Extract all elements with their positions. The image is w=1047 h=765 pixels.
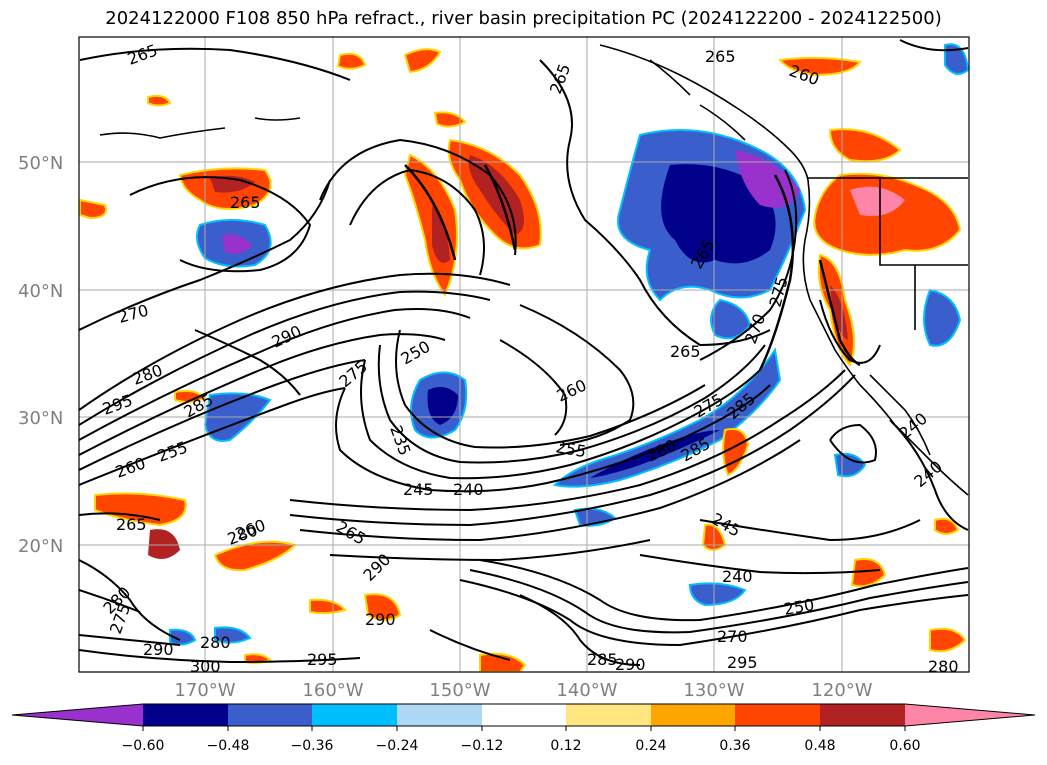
map-title: 2024122000 F108 850 hPa refract., river … [105,8,942,29]
colorbar-swatch [735,704,820,726]
colorbar-tick-label: −0.12 [461,738,504,754]
contour-label: 280 [200,633,231,652]
colorbar-swatch [651,704,735,726]
colorbar-swatch [905,704,1035,726]
colorbar-swatch [12,704,143,726]
map-frame [78,36,970,673]
colorbar-tick-label: −0.48 [207,738,250,754]
contour-label: 270 [717,627,748,646]
contour-label: 240 [722,567,753,586]
lat-label-20n: 20°N [18,536,63,557]
contour-label: 245 [403,480,434,499]
colorbar-swatch [143,704,228,726]
colorbar-tick-label: −0.60 [122,738,165,754]
contour-label: 295 [727,653,758,672]
lat-label-30n: 30°N [18,408,63,429]
colorbar-tick-label: 0.36 [719,738,750,754]
lon-label-170w: 170°W [174,680,235,701]
lon-label-130w: 130°W [683,680,744,701]
colorbar-tick-label: 0.60 [889,738,920,754]
contour-label: 295 [307,650,338,669]
colorbar-tick-label: 0.24 [635,738,666,754]
contour-label: 265 [705,47,736,66]
colorbar: −0.60 −0.48 −0.36 −0.24 −0.12 0.12 0.24 … [11,703,1036,754]
colorbar-tick-label: −0.36 [291,738,334,754]
contour-label: 285 [587,650,618,669]
colorbar-swatch [482,704,566,726]
lat-labels: 50°N 40°N 30°N 20°N [18,153,63,557]
positive-precip-shading [79,48,967,672]
colorbar-swatch [228,704,312,726]
lon-label-120w: 120°W [811,680,872,701]
lat-label-50n: 50°N [18,153,63,174]
colorbar-tick-label: 0.12 [550,738,581,754]
colorbar-tick-label: 0.48 [804,738,835,754]
colorbar-swatch [312,704,397,726]
refractivity-contours [79,39,969,666]
colorbar-swatch [397,704,482,726]
lon-label-160w: 160°W [302,680,363,701]
lat-label-40n: 40°N [18,281,63,302]
contour-label: 265 [670,342,701,361]
contour-label: 300 [190,657,221,676]
colorbar-ticks [142,726,906,731]
lon-label-140w: 140°W [556,680,617,701]
contour-label: 290 [615,655,646,674]
front-lines [404,164,861,371]
colorbar-tick-label: −0.24 [376,738,419,754]
negative-precip-shading [169,43,969,646]
colorbar-swatch [820,704,905,726]
map-panel: 265 265 265 260 265 270 290 280 295 285 … [79,37,969,676]
contour-label: 265 [116,515,147,534]
colorbar-swatch [566,704,651,726]
contour-label: 280 [928,657,959,676]
contour-label: 265 [230,193,261,212]
contour-label: 240 [453,480,484,499]
lon-labels: 170°W 160°W 150°W 140°W 130°W 120°W [174,680,872,701]
colorbar-tick-labels: −0.60 −0.48 −0.36 −0.24 −0.12 0.12 0.24 … [122,738,921,754]
contour-label: 290 [365,610,396,629]
contour-label: 290 [143,640,174,659]
lon-label-150w: 150°W [429,680,490,701]
colorbar-swatches [12,704,1035,726]
